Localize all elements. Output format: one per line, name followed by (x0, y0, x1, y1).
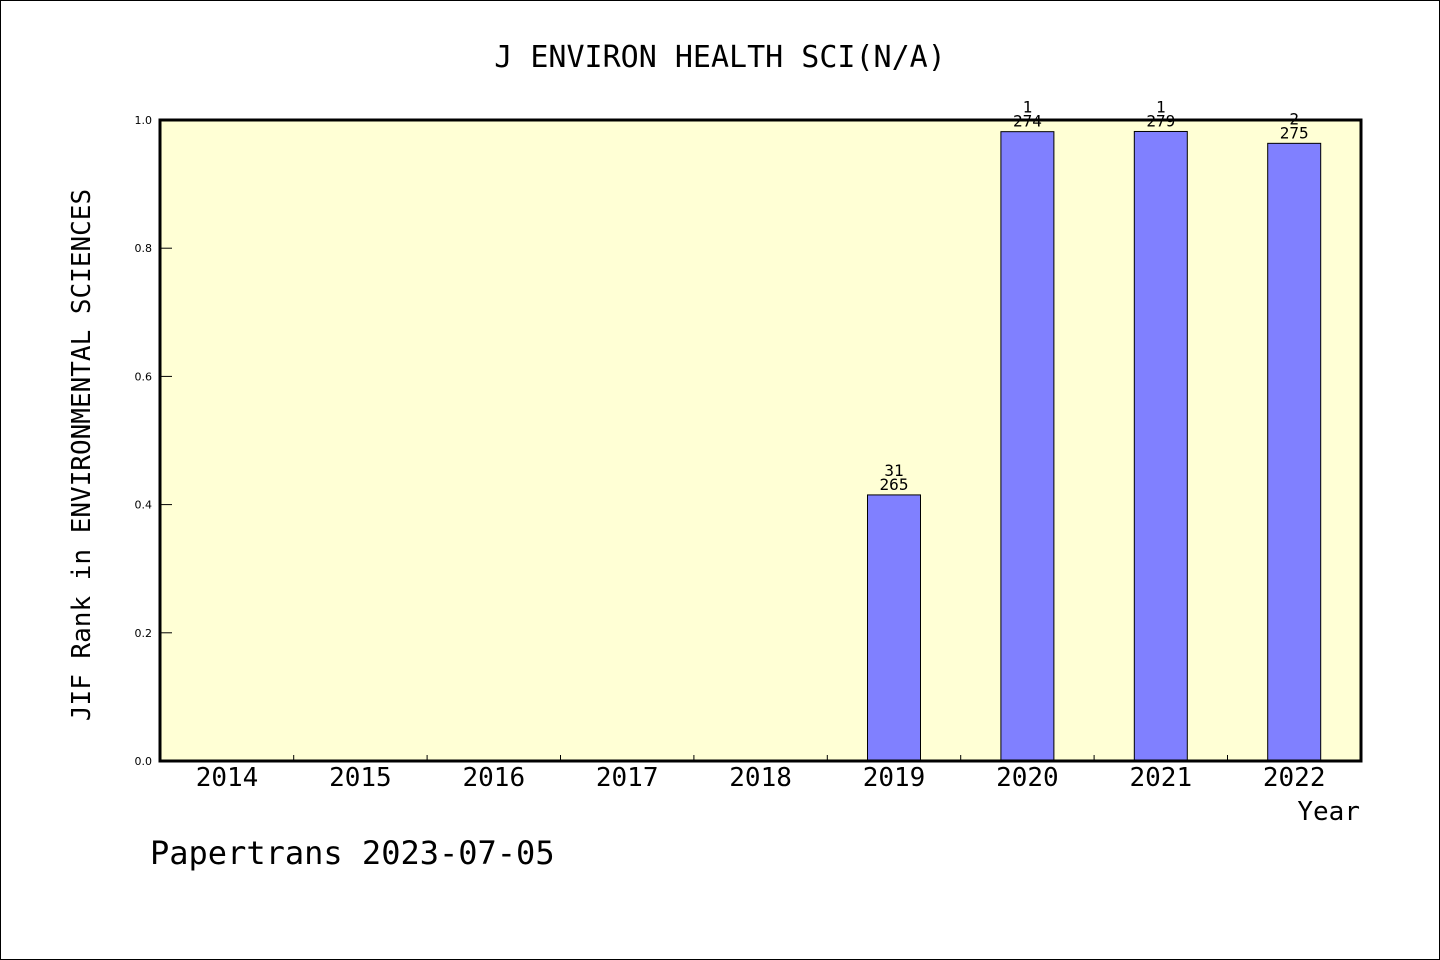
y-tick-label: 1.0 (135, 114, 153, 127)
bar-group (867, 130, 1322, 762)
x-tick-label: 2014 (196, 763, 259, 793)
footer-caption: Papertrans 2023-07-05 (150, 834, 555, 872)
x-tick-label: 2015 (329, 763, 392, 793)
x-tick-label: 2017 (596, 763, 659, 793)
bar-2020 (1000, 131, 1055, 762)
x-tick-label: 2021 (1129, 763, 1192, 793)
y-tick-label: 0.4 (135, 499, 153, 512)
bar-label-rank: 31 (884, 461, 903, 480)
y-tick-label: 0.8 (135, 242, 153, 255)
bar-2021 (1133, 130, 1188, 762)
x-tick-label: 2016 (462, 763, 525, 793)
bar-label-rank: 1 (1156, 97, 1166, 116)
bar-label-total: 275 (1280, 123, 1309, 142)
x-tick-label: 2022 (1263, 763, 1326, 793)
y-axis-label: JIF Rank in ENVIRONMENTAL SCIENCES (67, 189, 97, 721)
x-tick-label: 2018 (729, 763, 792, 793)
y-axis: 0.0 0.2 0.4 0.6 0.8 1.0 (135, 114, 172, 768)
bar-2022 (1267, 142, 1322, 762)
y-tick-label: 0.0 (135, 755, 153, 768)
y-tick-label: 0.2 (135, 627, 153, 640)
x-tick-label: 2020 (996, 763, 1059, 793)
x-tick-label: 2019 (863, 763, 926, 793)
plot-border (158, 118, 1363, 763)
chart-title: J ENVIRON HEALTH SCI(N/A) (494, 40, 946, 75)
bar-label-total: 265 (880, 475, 909, 494)
bar-label-rank: 1 (1023, 98, 1033, 117)
x-axis: 2014 2015 2016 2017 2018 2019 2020 2021 2022 (196, 755, 1326, 793)
bar-2019 (867, 494, 921, 762)
y-tick-label: 0.6 (135, 370, 153, 383)
x-axis-label: Year (1297, 797, 1360, 827)
